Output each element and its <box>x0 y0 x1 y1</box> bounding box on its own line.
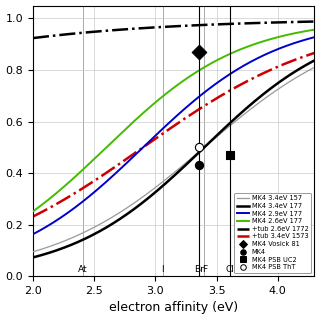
+tub 3.4eV 1573 <box>313 51 316 55</box>
MK4 2.6eV 177 <box>145 108 149 112</box>
Line: MK4 3.4eV 177: MK4 3.4eV 177 <box>33 60 315 257</box>
X-axis label: electron affinity (eV): electron affinity (eV) <box>109 301 238 315</box>
+tub 3.4eV 1573 <box>31 215 35 219</box>
+tub 3.4eV 1573 <box>60 199 64 203</box>
MK4 2.9eV 177 <box>145 142 149 146</box>
+tub 3.4eV 1573 <box>224 91 228 94</box>
MK4 3.4eV 157 <box>155 184 159 188</box>
MK4 3.4eV 177 <box>60 247 64 251</box>
+tub 3.4eV 1573 <box>155 136 159 140</box>
Point <box>197 163 202 168</box>
+tub 2.6eV 1772 <box>60 33 64 37</box>
MK4 3.4eV 177 <box>31 255 35 259</box>
MK4 2.6eV 177 <box>224 54 228 58</box>
+tub 2.6eV 1772 <box>145 26 149 30</box>
MK4 2.6eV 177 <box>60 187 64 190</box>
MK4 3.4eV 157 <box>251 106 254 110</box>
MK4 3.4eV 177 <box>256 97 260 101</box>
MK4 3.4eV 177 <box>251 101 254 105</box>
+tub 2.6eV 1772 <box>31 36 35 40</box>
Point <box>197 145 202 150</box>
MK4 3.4eV 157 <box>31 250 35 254</box>
MK4 3.4eV 157 <box>60 240 64 244</box>
MK4 3.4eV 157 <box>256 102 260 106</box>
+tub 3.4eV 1573 <box>256 74 260 78</box>
MK4 2.6eV 177 <box>31 210 35 213</box>
MK4 2.9eV 177 <box>60 215 64 219</box>
MK4 2.9eV 177 <box>31 232 35 236</box>
MK4 2.6eV 177 <box>155 99 159 103</box>
+tub 2.6eV 1772 <box>313 20 316 23</box>
MK4 2.9eV 177 <box>224 75 228 78</box>
Line: MK4 3.4eV 157: MK4 3.4eV 157 <box>33 67 315 252</box>
Line: MK4 2.6eV 177: MK4 2.6eV 177 <box>33 30 315 212</box>
Text: Br: Br <box>195 265 204 274</box>
MK4 3.4eV 177 <box>224 124 228 128</box>
MK4 3.4eV 157 <box>145 192 149 196</box>
Point <box>228 152 233 157</box>
MK4 2.9eV 177 <box>256 56 260 60</box>
+tub 2.6eV 1772 <box>224 22 228 26</box>
MK4 2.9eV 177 <box>313 35 316 39</box>
Legend: MK4 3.4eV 157, MK4 3.4eV 177, MK4 2.9eV 177, MK4 2.6eV 177, +tub 2.6eV 1772, +tu: MK4 3.4eV 157, MK4 3.4eV 177, MK4 2.9eV … <box>234 193 311 273</box>
MK4 2.6eV 177 <box>251 43 254 47</box>
MK4 2.9eV 177 <box>155 132 159 136</box>
+tub 3.4eV 1573 <box>251 76 254 80</box>
MK4 3.4eV 157 <box>313 65 316 69</box>
MK4 3.4eV 177 <box>145 197 149 201</box>
MK4 3.4eV 177 <box>155 189 159 193</box>
+tub 2.6eV 1772 <box>155 25 159 29</box>
+tub 2.6eV 1772 <box>256 21 260 25</box>
Line: +tub 3.4eV 1573: +tub 3.4eV 1573 <box>33 53 315 217</box>
Line: +tub 2.6eV 1772: +tub 2.6eV 1772 <box>33 21 315 38</box>
Text: At: At <box>78 265 88 274</box>
Text: Cl: Cl <box>226 265 235 274</box>
MK4 2.9eV 177 <box>251 59 254 63</box>
Point <box>197 49 202 54</box>
Text: F: F <box>202 265 207 274</box>
+tub 2.6eV 1772 <box>251 21 254 25</box>
+tub 3.4eV 1573 <box>145 143 149 147</box>
MK4 3.4eV 157 <box>224 127 228 131</box>
Text: I: I <box>161 265 164 274</box>
MK4 2.6eV 177 <box>313 28 316 32</box>
MK4 3.4eV 177 <box>313 59 316 62</box>
MK4 2.6eV 177 <box>256 41 260 45</box>
Line: MK4 2.9eV 177: MK4 2.9eV 177 <box>33 37 315 234</box>
